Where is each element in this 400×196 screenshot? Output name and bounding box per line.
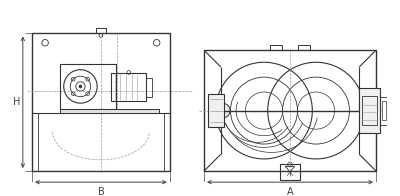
Circle shape (79, 85, 82, 88)
Bar (60, 64, 116, 109)
Bar (60, 109, 158, 113)
Bar (380, 97, 387, 124)
Text: H: H (13, 97, 20, 107)
Circle shape (215, 103, 230, 118)
Bar (359, 88, 380, 133)
Bar (146, 78, 152, 97)
Bar (280, 164, 300, 180)
Bar (96, 28, 106, 34)
Bar (204, 50, 376, 171)
Bar (362, 96, 377, 125)
Bar (111, 74, 146, 101)
Bar (298, 45, 310, 50)
Text: B: B (98, 187, 104, 196)
Text: A: A (287, 187, 293, 196)
Bar (382, 101, 386, 120)
Bar (32, 34, 170, 171)
Bar (270, 45, 282, 50)
Bar (38, 113, 164, 171)
Bar (208, 94, 224, 127)
